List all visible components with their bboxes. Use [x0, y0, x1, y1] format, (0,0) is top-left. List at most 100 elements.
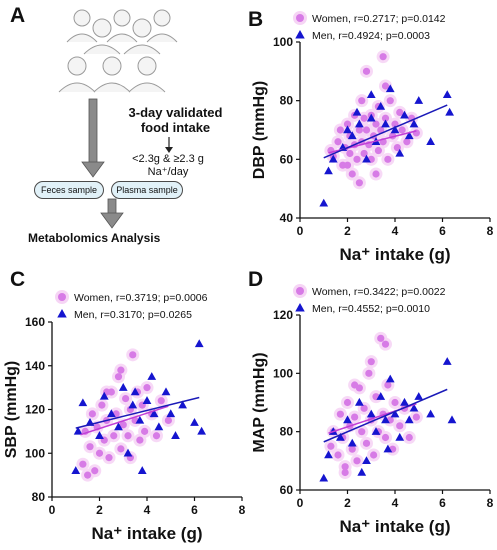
- women-data-point: [336, 126, 344, 134]
- men-data-point: [381, 415, 390, 424]
- women-data-point: [329, 428, 337, 436]
- women-point-halo: [367, 448, 381, 462]
- women-point-halo: [324, 439, 338, 453]
- women-point-halo: [402, 431, 416, 444]
- women-data-point: [381, 433, 390, 442]
- women-data-point: [103, 388, 111, 396]
- women-point-halo: [357, 401, 371, 415]
- women-data-point: [329, 152, 337, 160]
- men-data-point: [197, 426, 206, 435]
- women-point-halo: [364, 355, 378, 369]
- women-point-halo: [386, 129, 400, 143]
- women-data-point: [131, 416, 139, 425]
- women-data-point: [372, 393, 380, 401]
- women-data-point: [384, 381, 392, 389]
- men-data-point: [347, 131, 357, 140]
- women-point-halo: [81, 468, 95, 482]
- women-point-halo: [133, 433, 147, 447]
- women-data-point: [152, 432, 161, 440]
- women-point-halo: [390, 141, 404, 155]
- women-data-point: [374, 428, 382, 436]
- y-tick-label: 80: [280, 425, 294, 439]
- women-point-halo: [388, 117, 402, 131]
- y-tick-label: 100: [273, 35, 293, 49]
- women-data-point: [374, 146, 382, 155]
- men-data-point: [194, 339, 204, 348]
- women-point-halo: [381, 378, 395, 392]
- x-tick-label: 6: [439, 496, 446, 510]
- women-data-point: [126, 405, 134, 414]
- y-axis-title: DBP (mmHg): [251, 81, 268, 179]
- men-data-point: [166, 409, 176, 418]
- legend-women-label: Women, r=0.3422; p=0.0022: [312, 286, 446, 298]
- men-data-point: [357, 467, 367, 476]
- women-point-halo: [145, 407, 159, 421]
- men-data-point: [161, 387, 171, 396]
- women-point-halo: [348, 378, 362, 392]
- women-point-halo: [376, 50, 390, 64]
- women-point-halo: [348, 138, 362, 152]
- women-point-halo: [409, 126, 423, 140]
- men-data-point: [338, 143, 348, 151]
- women-point-halo: [95, 398, 109, 412]
- men-data-point: [78, 398, 88, 407]
- women-point-halo: [333, 123, 347, 137]
- metabolomics-analysis-label: Metabolomics Analysis: [28, 231, 161, 245]
- small-down-arrow-icon: [165, 137, 173, 153]
- women-point-halo: [355, 425, 369, 439]
- women-point-halo: [104, 385, 118, 399]
- women-data-point: [381, 82, 390, 90]
- women-point-halo: [140, 381, 154, 395]
- women-data-point: [103, 416, 111, 425]
- women-point-halo: [388, 396, 402, 409]
- women-point-halo: [121, 429, 135, 443]
- women-point-halo: [100, 385, 114, 399]
- women-point-halo: [369, 117, 383, 131]
- person-icon: [66, 9, 98, 43]
- women-data-point: [346, 132, 354, 140]
- x-tick-label: 4: [392, 496, 399, 510]
- women-data-point: [389, 132, 397, 140]
- person-icon: [146, 9, 178, 43]
- men-data-point: [404, 131, 414, 140]
- women-point-halo: [343, 129, 357, 143]
- person-icon: [93, 56, 131, 93]
- women-point-halo: [379, 111, 392, 125]
- women-point-halo: [357, 146, 371, 160]
- women-data-point: [119, 421, 127, 429]
- women-data-point: [348, 170, 356, 178]
- women-data-point: [384, 155, 392, 163]
- women-data-point: [343, 120, 352, 128]
- women-data-point: [379, 138, 387, 146]
- y-tick-label: 160: [25, 315, 45, 329]
- women-point-halo: [393, 105, 407, 119]
- women-point-halo: [345, 167, 359, 181]
- women-point-halo: [331, 135, 345, 149]
- men-data-point: [414, 392, 424, 400]
- women-data-point: [91, 467, 99, 475]
- women-point-halo: [405, 111, 419, 125]
- men-data-point: [347, 438, 357, 447]
- women-point-halo: [364, 108, 378, 122]
- women-data-point: [136, 436, 144, 444]
- women-point-halo: [393, 419, 407, 433]
- women-data-point: [138, 401, 146, 409]
- women-data-point: [379, 410, 387, 418]
- women-data-point: [98, 401, 106, 409]
- women-point-halo: [409, 410, 423, 424]
- women-point-halo: [336, 158, 350, 172]
- women-data-point: [377, 334, 385, 342]
- x-tick-label: 6: [191, 503, 198, 517]
- panel-letter-b: B: [248, 8, 264, 31]
- legend-men-label: Men, r=0.4924; p=0.0003: [312, 30, 430, 42]
- women-data-point: [362, 439, 371, 447]
- men-data-point: [328, 154, 338, 163]
- men-data-point: [95, 431, 104, 439]
- men-data-point: [371, 427, 381, 435]
- women-point-halo: [374, 331, 388, 345]
- legend-men-marker: [295, 30, 305, 39]
- panel-letter-c: C: [10, 268, 26, 291]
- women-fit-line: [328, 403, 417, 434]
- men-data-point: [130, 387, 140, 396]
- y-tick-label: 40: [280, 211, 294, 225]
